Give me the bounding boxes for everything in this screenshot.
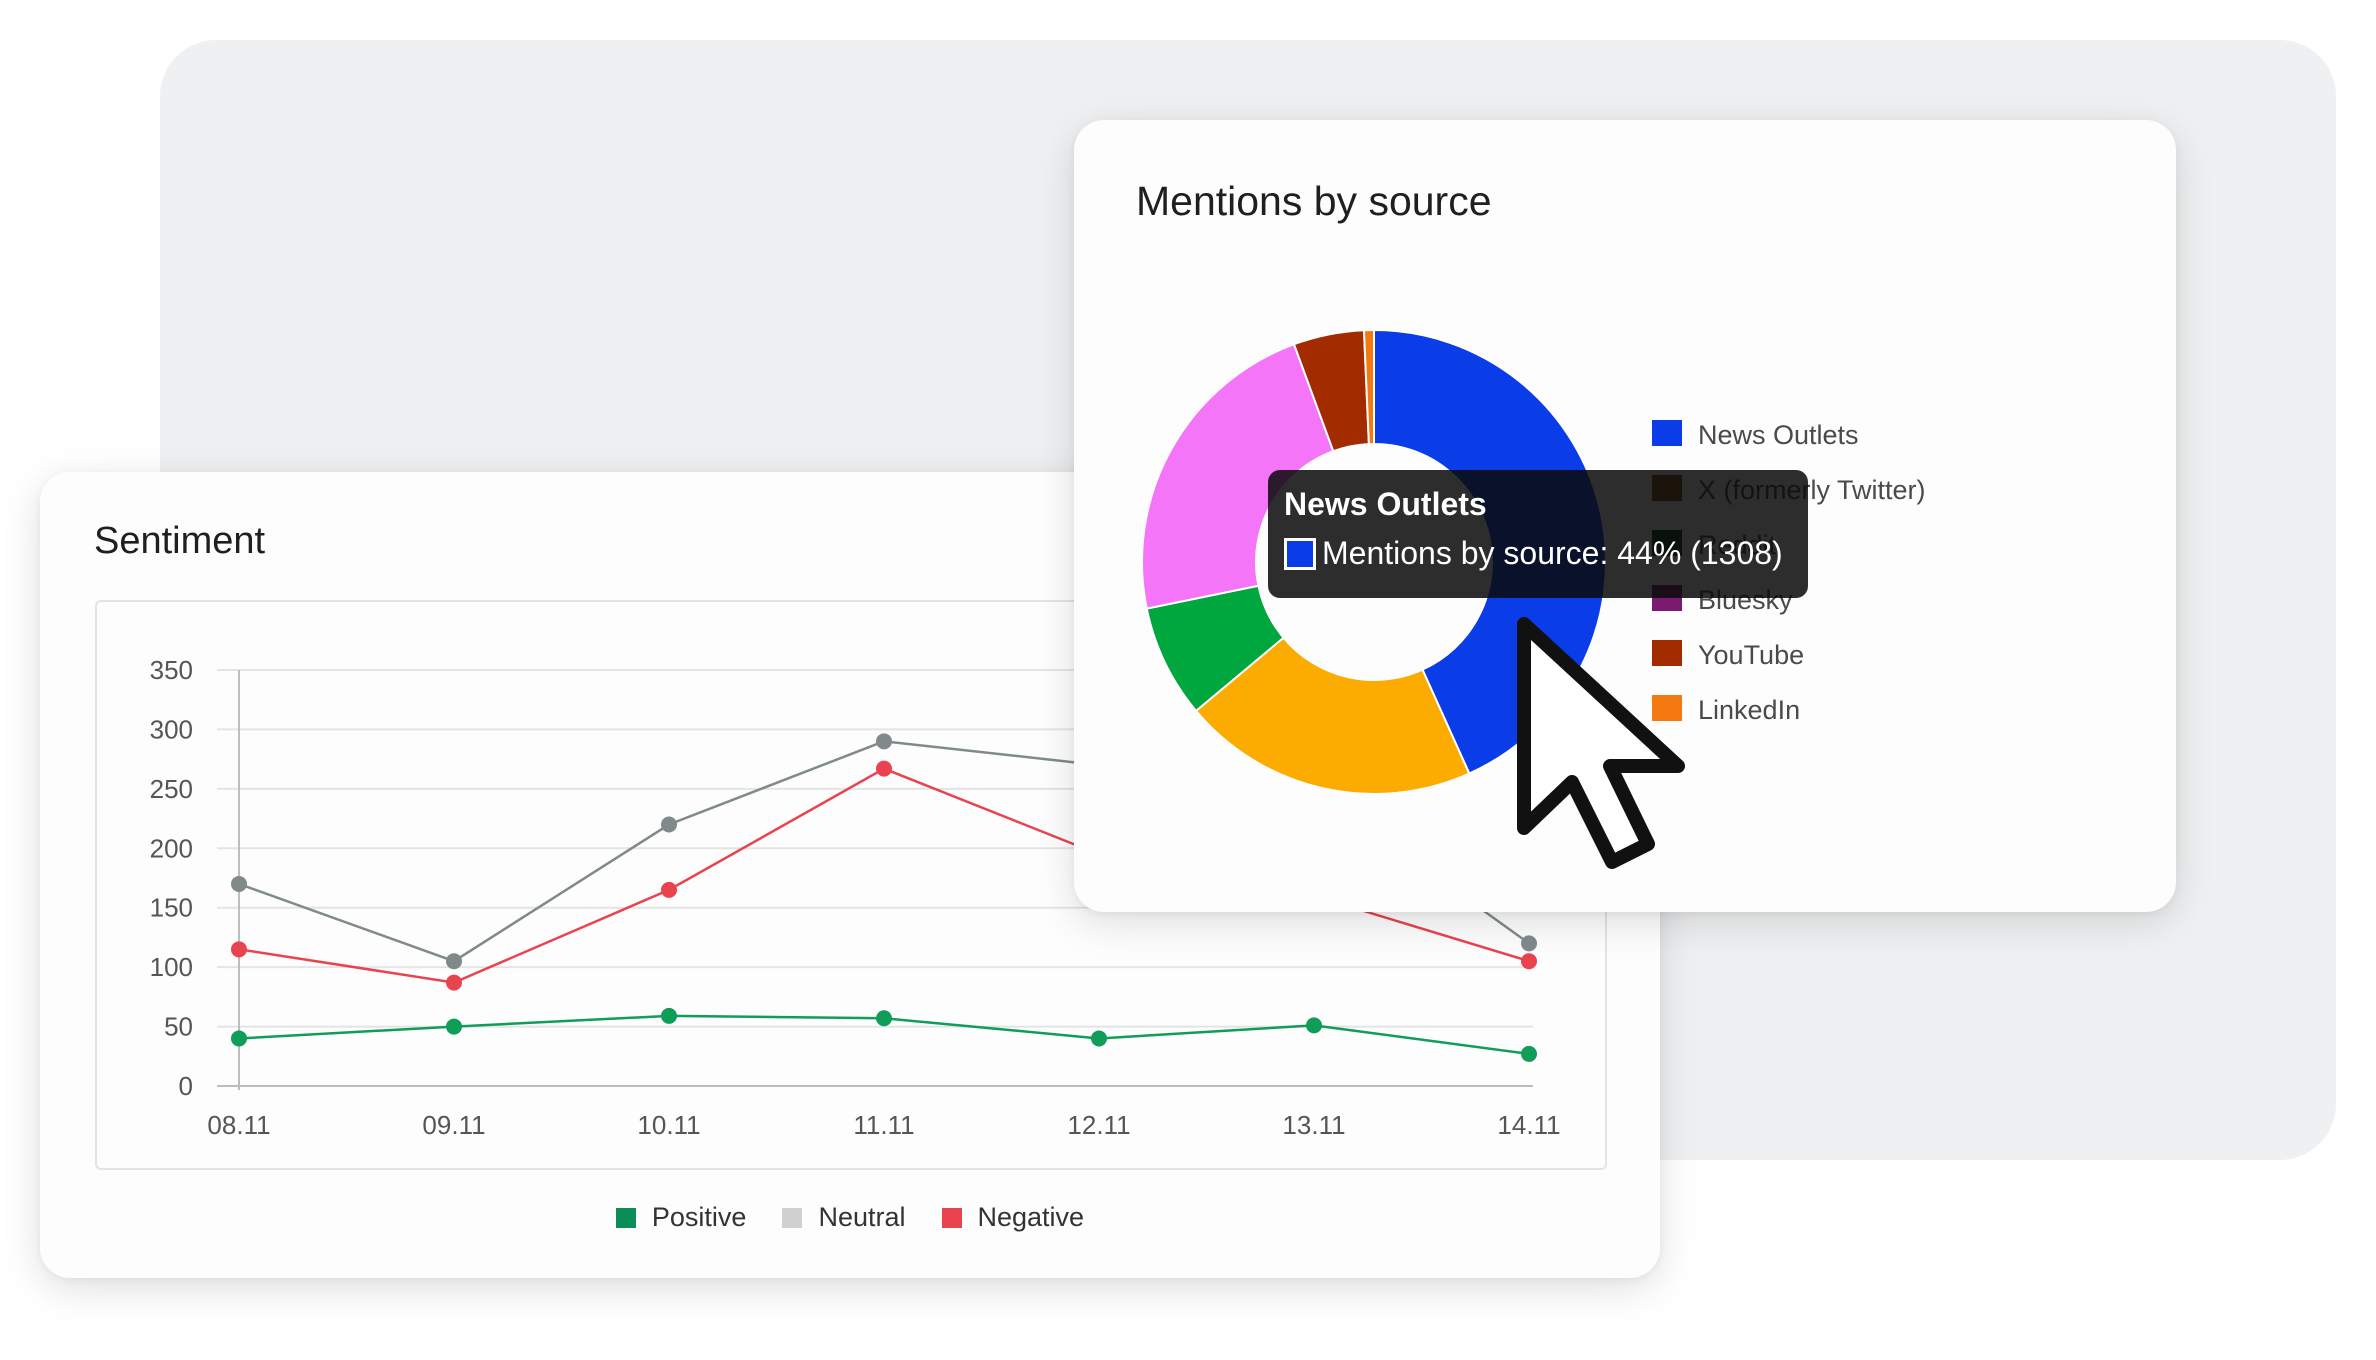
tooltip-color-swatch — [1284, 537, 1316, 570]
legend-swatch — [941, 1207, 962, 1228]
data-point-positive — [231, 1030, 247, 1047]
y-tick-label: 350 — [150, 655, 193, 685]
sentiment-title: Sentiment — [94, 520, 266, 562]
x-tick-label: 10.11 — [637, 1110, 700, 1140]
y-tick-label: 50 — [164, 1012, 193, 1042]
data-point-negative — [1521, 953, 1537, 970]
y-tick-label: 300 — [150, 714, 193, 744]
x-tick-label: 11.11 — [853, 1110, 914, 1140]
legend-label: Positive — [651, 1202, 747, 1232]
legend-item-neutral[interactable]: Neutral — [782, 1202, 906, 1233]
legend-swatch — [782, 1207, 803, 1228]
tooltip-title: News Outlets — [1284, 486, 1487, 522]
data-point-neutral — [1521, 935, 1537, 952]
y-tick-label: 100 — [150, 952, 193, 982]
data-point-positive — [1521, 1045, 1537, 1062]
chart-tooltip: News Outlets Mentions by source: 44% (13… — [1268, 470, 1808, 598]
y-tick-label: 0 — [179, 1071, 193, 1101]
data-point-negative — [231, 941, 247, 958]
x-tick-label: 12.11 — [1067, 1110, 1130, 1140]
legend-label: Neutral — [818, 1202, 906, 1232]
tooltip-line: Mentions by source: 44% (1308) — [1284, 535, 1792, 572]
x-tick-label: 13.11 — [1282, 1110, 1345, 1140]
donut-legend-swatch — [1652, 695, 1682, 721]
donut-slice-bluesky — [1141, 342, 1335, 610]
donut-legend-label: News Outlets — [1698, 420, 1859, 450]
y-tick-label: 150 — [150, 893, 193, 923]
data-point-neutral — [446, 953, 462, 970]
data-point-positive — [876, 1010, 892, 1027]
data-point-positive — [1091, 1030, 1107, 1047]
data-point-neutral — [231, 875, 247, 892]
data-point-neutral — [661, 816, 677, 833]
donut-legend-label: YouTube — [1698, 640, 1804, 670]
legend-item-positive[interactable]: Positive — [615, 1202, 747, 1233]
donut-slice-x-formerly-twitter- — [1194, 636, 1471, 795]
data-point-negative — [876, 760, 892, 777]
data-point-positive — [446, 1018, 462, 1035]
donut-legend-swatch — [1652, 640, 1682, 666]
legend-swatch — [615, 1207, 636, 1228]
data-point-positive — [1306, 1017, 1322, 1034]
donut-legend-swatch — [1652, 420, 1682, 446]
data-point-positive — [661, 1007, 677, 1024]
legend-label: Negative — [977, 1202, 1085, 1232]
mouse-pointer-icon — [1517, 617, 1685, 869]
donut-slice-linkedin — [1362, 328, 1375, 446]
data-point-neutral — [876, 733, 892, 750]
x-tick-label: 14.11 — [1497, 1110, 1560, 1140]
donut-legend-label: LinkedIn — [1698, 695, 1800, 725]
legend-item-negative[interactable]: Negative — [941, 1202, 1085, 1233]
sentiment-legend: Positive Neutral Negative — [40, 1202, 1660, 1233]
data-point-negative — [661, 881, 677, 898]
y-tick-label: 200 — [150, 833, 193, 863]
mentions-title: Mentions by source — [1136, 178, 1492, 224]
data-point-negative — [446, 974, 462, 991]
x-tick-label: 08.11 — [207, 1110, 270, 1140]
x-tick-label: 09.11 — [422, 1110, 485, 1140]
tooltip-text: Mentions by source: 44% (1308) — [1322, 535, 1783, 571]
y-tick-label: 250 — [150, 774, 193, 804]
